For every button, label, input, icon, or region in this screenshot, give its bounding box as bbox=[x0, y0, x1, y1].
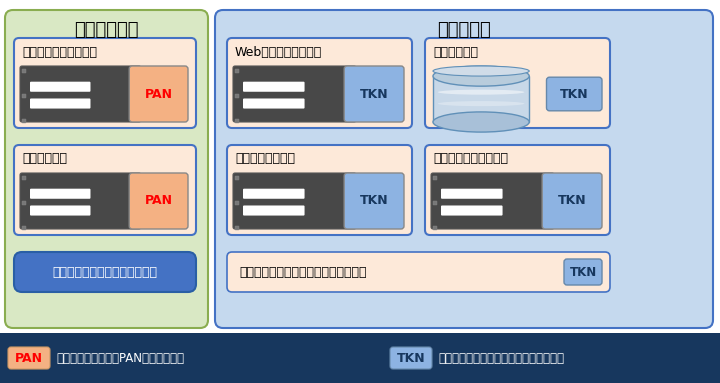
Ellipse shape bbox=[433, 66, 529, 76]
FancyBboxPatch shape bbox=[227, 252, 610, 292]
FancyBboxPatch shape bbox=[243, 189, 305, 199]
FancyBboxPatch shape bbox=[425, 38, 610, 128]
FancyBboxPatch shape bbox=[350, 68, 355, 73]
FancyBboxPatch shape bbox=[215, 10, 713, 328]
FancyBboxPatch shape bbox=[135, 175, 140, 180]
Text: Webアプリケーション: Webアプリケーション bbox=[235, 46, 323, 59]
FancyBboxPatch shape bbox=[30, 189, 91, 199]
FancyBboxPatch shape bbox=[5, 10, 208, 328]
FancyBboxPatch shape bbox=[548, 175, 553, 180]
FancyBboxPatch shape bbox=[235, 176, 239, 180]
Text: PAN: PAN bbox=[145, 87, 173, 100]
FancyBboxPatch shape bbox=[22, 94, 26, 98]
FancyBboxPatch shape bbox=[22, 119, 26, 123]
Text: PAN: PAN bbox=[145, 195, 173, 208]
Polygon shape bbox=[433, 76, 529, 122]
FancyBboxPatch shape bbox=[129, 173, 188, 229]
FancyBboxPatch shape bbox=[235, 226, 239, 230]
FancyBboxPatch shape bbox=[14, 252, 196, 292]
FancyBboxPatch shape bbox=[344, 173, 404, 229]
FancyBboxPatch shape bbox=[227, 38, 412, 128]
FancyBboxPatch shape bbox=[564, 259, 602, 285]
FancyBboxPatch shape bbox=[350, 115, 355, 120]
Text: 監査範囲外: 監査範囲外 bbox=[437, 21, 491, 39]
Text: 顧客サポートシステム: 顧客サポートシステム bbox=[433, 152, 508, 165]
FancyBboxPatch shape bbox=[425, 145, 610, 235]
FancyBboxPatch shape bbox=[235, 119, 239, 123]
FancyBboxPatch shape bbox=[235, 201, 239, 205]
FancyBboxPatch shape bbox=[30, 82, 91, 92]
FancyBboxPatch shape bbox=[542, 173, 602, 229]
Bar bbox=[0, 333, 720, 383]
FancyBboxPatch shape bbox=[30, 206, 91, 216]
Ellipse shape bbox=[433, 112, 529, 132]
Text: PAN: PAN bbox=[15, 352, 43, 365]
FancyBboxPatch shape bbox=[135, 68, 140, 73]
FancyBboxPatch shape bbox=[441, 206, 503, 216]
FancyBboxPatch shape bbox=[30, 98, 91, 108]
Text: トークナイゼーションシステム: トークナイゼーションシステム bbox=[53, 265, 158, 278]
FancyBboxPatch shape bbox=[22, 176, 26, 180]
FancyBboxPatch shape bbox=[235, 69, 239, 73]
FancyBboxPatch shape bbox=[235, 94, 239, 98]
Text: 注文処理システム: 注文処理システム bbox=[235, 152, 295, 165]
FancyBboxPatch shape bbox=[344, 66, 404, 122]
FancyBboxPatch shape bbox=[243, 98, 305, 108]
FancyBboxPatch shape bbox=[135, 115, 140, 120]
FancyBboxPatch shape bbox=[441, 189, 503, 199]
FancyBboxPatch shape bbox=[22, 201, 26, 205]
Ellipse shape bbox=[438, 101, 524, 106]
FancyBboxPatch shape bbox=[20, 173, 141, 229]
FancyBboxPatch shape bbox=[14, 145, 196, 235]
FancyBboxPatch shape bbox=[433, 226, 437, 230]
Text: 決算システム: 決算システム bbox=[22, 152, 67, 165]
FancyBboxPatch shape bbox=[227, 145, 412, 235]
Text: TKN: TKN bbox=[558, 195, 586, 208]
FancyBboxPatch shape bbox=[129, 66, 188, 122]
FancyBboxPatch shape bbox=[350, 222, 355, 227]
FancyBboxPatch shape bbox=[243, 206, 305, 216]
FancyBboxPatch shape bbox=[548, 222, 553, 227]
Text: トークン化されたデータのみを含む通信: トークン化されたデータのみを含む通信 bbox=[438, 352, 564, 365]
Ellipse shape bbox=[433, 66, 529, 86]
Text: TKN: TKN bbox=[560, 87, 588, 100]
FancyBboxPatch shape bbox=[20, 66, 141, 122]
Text: TKN: TKN bbox=[360, 195, 388, 208]
FancyBboxPatch shape bbox=[431, 173, 554, 229]
FancyBboxPatch shape bbox=[390, 347, 432, 369]
Text: TKN: TKN bbox=[570, 265, 597, 278]
Text: 入力アプリケーション: 入力アプリケーション bbox=[22, 46, 97, 59]
FancyBboxPatch shape bbox=[243, 82, 305, 92]
Text: データベース: データベース bbox=[433, 46, 478, 59]
Ellipse shape bbox=[438, 90, 524, 95]
FancyBboxPatch shape bbox=[433, 201, 437, 205]
Text: その他トークンへ置換可能なシステム: その他トークンへ置換可能なシステム bbox=[239, 265, 366, 278]
FancyBboxPatch shape bbox=[14, 38, 196, 128]
FancyBboxPatch shape bbox=[233, 173, 356, 229]
Text: TKN: TKN bbox=[360, 87, 388, 100]
FancyBboxPatch shape bbox=[8, 347, 50, 369]
Text: TKN: TKN bbox=[397, 352, 426, 365]
FancyBboxPatch shape bbox=[233, 66, 356, 122]
FancyBboxPatch shape bbox=[546, 77, 602, 111]
FancyBboxPatch shape bbox=[350, 175, 355, 180]
FancyBboxPatch shape bbox=[22, 226, 26, 230]
FancyBboxPatch shape bbox=[22, 69, 26, 73]
FancyBboxPatch shape bbox=[433, 176, 437, 180]
FancyBboxPatch shape bbox=[135, 222, 140, 227]
Text: 監査対象範囲: 監査対象範囲 bbox=[74, 21, 139, 39]
Text: カード会員データ（PAN）を含む通信: カード会員データ（PAN）を含む通信 bbox=[56, 352, 184, 365]
